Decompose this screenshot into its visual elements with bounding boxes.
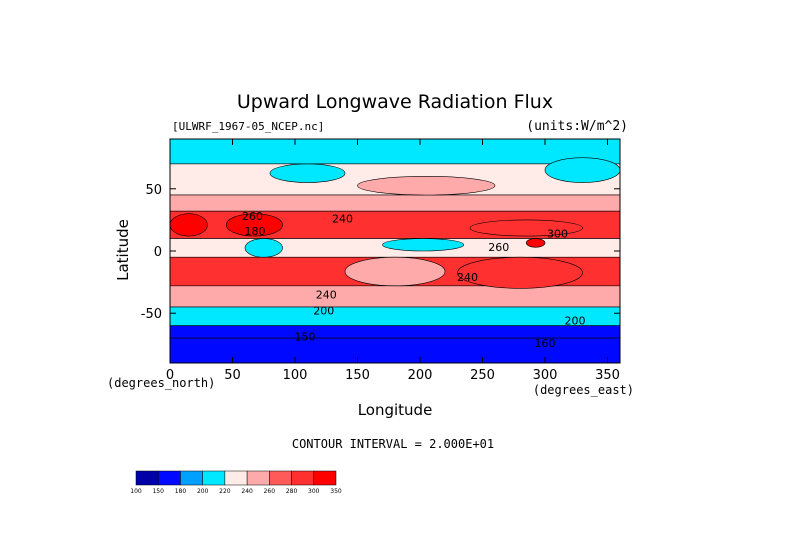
x-tick-label-0: 0 xyxy=(166,368,174,383)
plot-area: 240 240 240 260 260 180 200 200 150 160 300 xyxy=(169,138,621,364)
colorbar-level-9: 300 xyxy=(308,488,320,495)
x-tick-label-350: 350 xyxy=(595,368,620,383)
colorbar-swatch-1 xyxy=(135,470,159,486)
colorbar-swatch-6 xyxy=(246,470,270,486)
y-tick-label-0: 0 xyxy=(154,245,162,260)
x-tick-label-50: 50 xyxy=(224,368,241,383)
colorbar-swatch-5 xyxy=(224,470,248,486)
contour-label-7: 200 xyxy=(313,304,334,317)
colorbar-level-3: 180 xyxy=(175,488,187,495)
contour-label-1: 240 xyxy=(332,212,353,225)
region-6 xyxy=(244,238,283,258)
contour-label-11: 300 xyxy=(547,227,568,240)
colorbar-level-5: 220 xyxy=(219,488,231,495)
colorbar-swatch-8 xyxy=(291,470,315,486)
colorbar-level-2: 150 xyxy=(152,488,164,495)
colorbar-level-4: 200 xyxy=(197,488,209,495)
colorbar-level-7: 260 xyxy=(264,488,276,495)
contour-label-3: 240 xyxy=(457,271,478,284)
latitude-band-8 xyxy=(170,306,620,326)
x-tick-label-150: 150 xyxy=(345,368,370,383)
contour-interval-note: CONTOUR INTERVAL = 2.000E+01 xyxy=(292,437,494,451)
contour-label-9: 150 xyxy=(295,331,316,344)
region-5 xyxy=(344,256,446,287)
region-2 xyxy=(225,213,283,237)
region-3 xyxy=(469,219,583,237)
contour-label-5: 260 xyxy=(488,241,509,254)
y-tick-label--50: -50 xyxy=(141,307,162,322)
file-label: [ULWRF_1967-05_NCEP.nc] xyxy=(172,120,324,133)
colorbar-level-1: 100 xyxy=(130,488,142,495)
colorbar-swatch-3 xyxy=(180,470,203,486)
chart-title: Upward Longwave Radiation Flux xyxy=(237,91,553,113)
contour-label-10: 160 xyxy=(535,337,556,350)
colorbar-swatch-7 xyxy=(269,470,292,486)
region-10 xyxy=(357,176,496,196)
contour-label-4: 260 xyxy=(242,210,263,223)
contour-label-8: 200 xyxy=(565,314,586,327)
x-axis: 0 50 100 150 200 250 300 350 xyxy=(166,139,620,383)
latitude-band-7 xyxy=(170,285,620,308)
latitude-band-1 xyxy=(170,139,620,165)
y-axis: 50 0 -50 xyxy=(141,183,620,322)
colorbar-level-8: 280 xyxy=(286,488,298,495)
y-axis-label: Latitude xyxy=(114,219,132,281)
colorbar-swatch-9 xyxy=(313,470,337,486)
region-1 xyxy=(170,213,208,237)
region-7 xyxy=(382,238,465,252)
x-tick-label-200: 200 xyxy=(408,368,433,383)
region-9 xyxy=(544,157,620,183)
colorbar-swatch-2 xyxy=(157,470,181,486)
x-tick-label-300: 300 xyxy=(533,368,558,383)
x-tick-label-100: 100 xyxy=(283,368,308,383)
colorbar-level-10: 350 xyxy=(330,488,342,495)
y-unit-label: (degrees_north) xyxy=(107,376,215,390)
colorbar: 100 150 180 200 220 240 260 280 300 350 xyxy=(130,470,342,495)
contour-label-6: 180 xyxy=(245,225,266,238)
contour-labels: 240 240 240 260 260 180 200 200 150 160 300 xyxy=(242,210,586,350)
region-11 xyxy=(525,238,546,248)
colorbar-swatch-4 xyxy=(202,470,226,486)
colorbar-level-6: 240 xyxy=(241,488,253,495)
contour-label-2: 240 xyxy=(316,288,337,301)
region-4 xyxy=(457,256,583,289)
y-tick-label-50: 50 xyxy=(145,183,162,198)
units-label: (units:W/m^2) xyxy=(526,119,628,134)
x-tick-label-250: 250 xyxy=(470,368,495,383)
region-8 xyxy=(269,163,346,183)
x-unit-label: (degrees_east) xyxy=(533,383,634,397)
latitude-band-3 xyxy=(170,194,620,212)
heatmap-field xyxy=(170,139,620,363)
x-axis-label: Longitude xyxy=(358,401,433,419)
